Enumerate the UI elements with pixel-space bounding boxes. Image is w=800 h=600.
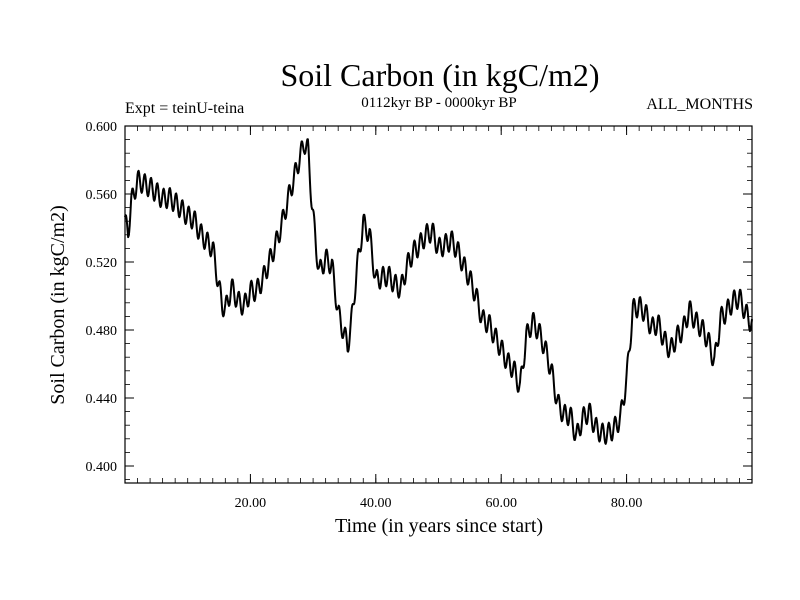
y-tick-label: 0.440 [86,392,118,407]
chart-subtitle-right: ALL_MONTHS [646,96,753,113]
x-tick-label: 40.00 [360,496,392,511]
chart-subtitle-center: 0112kyr BP - 0000kyr BP [361,95,517,111]
y-tick-label: 0.600 [86,120,118,135]
x-axis-label: Time (in years since start) [335,515,543,537]
y-tick-label: 0.480 [86,324,118,339]
series-line-soil-carbon [124,138,753,445]
y-tick-label: 0.560 [86,188,118,203]
x-tick-label: 20.00 [235,496,267,511]
y-tick-label: 0.400 [86,460,118,475]
y-tick-label: 0.520 [86,256,118,271]
x-tick-label: 80.00 [611,496,643,511]
minor-ticks [125,126,752,483]
x-tick-label: 60.00 [485,496,517,511]
chart-title: Soil Carbon (in kgC/m2) [280,57,599,93]
plot-frame [124,125,753,484]
y-axis-label: Soil Carbon (in kgC/m2) [47,205,69,404]
x-axis-ticks: 20.00 40.00 60.00 80.00 [235,126,643,511]
chart-subtitle-left: Expt = teinU-teina [125,100,244,117]
